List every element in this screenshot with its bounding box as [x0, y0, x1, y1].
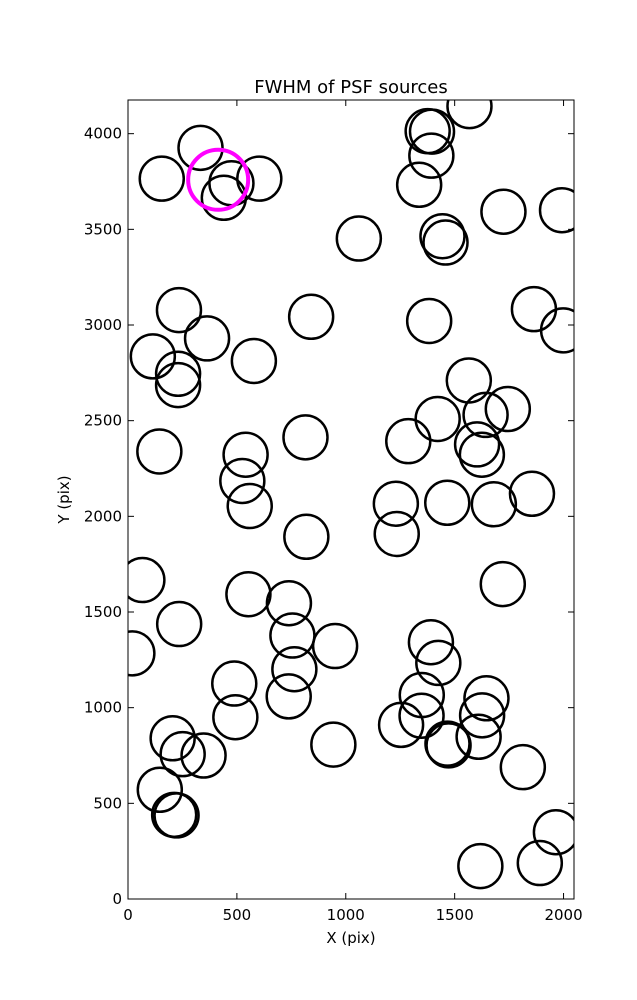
- source-circle: [499, 743, 547, 791]
- source-circle: [373, 510, 420, 558]
- source-circle: [219, 457, 266, 505]
- source-circle: [538, 186, 574, 234]
- source-circle: [479, 560, 527, 608]
- source-circle: [446, 100, 493, 130]
- y-tick-label: 3000: [84, 316, 122, 334]
- source-circle: [408, 108, 456, 155]
- x-tick-label: 2000: [544, 906, 582, 924]
- source-circle: [287, 293, 335, 341]
- x-tick-label: 500: [223, 906, 252, 924]
- source-circle: [159, 730, 206, 778]
- source-circle: [200, 174, 248, 222]
- source-circle: [236, 155, 283, 202]
- source-circle: [385, 417, 432, 465]
- source-circle: [149, 715, 196, 762]
- source-circle: [398, 671, 446, 719]
- source-circle: [335, 215, 383, 262]
- source-circle: [510, 285, 558, 333]
- source-circle: [408, 132, 455, 179]
- source-circle: [155, 600, 203, 648]
- source-circle: [154, 361, 202, 409]
- source-circle: [282, 414, 329, 461]
- x-tick-label: 1500: [436, 906, 474, 924]
- source-circle: [153, 792, 200, 839]
- source-circle: [230, 337, 278, 385]
- source-circle: [425, 722, 472, 769]
- source-circle: [180, 732, 227, 779]
- y-tick-label: 1500: [84, 603, 122, 621]
- source-circle: [463, 675, 510, 722]
- source-circle: [453, 421, 501, 468]
- source-circle: [484, 385, 532, 433]
- source-circle: [398, 692, 445, 739]
- y-tick-label: 4000: [84, 125, 122, 143]
- source-circle: [470, 481, 518, 528]
- source-circle: [419, 212, 466, 260]
- source-circle: [372, 480, 420, 527]
- source-circle: [445, 357, 493, 404]
- source-circle: [457, 842, 504, 890]
- y-axis-label: Y (pix): [55, 475, 73, 524]
- source-circle: [458, 431, 506, 478]
- source-circle: [283, 513, 330, 561]
- source-circle: [377, 701, 425, 749]
- source-circle: [508, 470, 556, 518]
- source-circle: [183, 315, 231, 362]
- y-tick-label: 3500: [84, 220, 122, 238]
- source-circle: [225, 570, 272, 618]
- source-circle: [212, 693, 259, 741]
- y-tick-label: 500: [93, 794, 122, 812]
- source-circle: [539, 307, 574, 354]
- source-circle: [458, 692, 506, 739]
- source-circle: [136, 766, 184, 813]
- source-circle: [310, 721, 357, 768]
- x-axis-label: X (pix): [326, 929, 375, 947]
- source-circle: [462, 391, 509, 439]
- source-circle: [271, 645, 318, 693]
- source-circle: [128, 556, 166, 604]
- y-tick-label: 0: [112, 890, 122, 908]
- source-circle: [211, 660, 258, 707]
- source-circle: [455, 713, 502, 761]
- source-circle: [222, 431, 269, 478]
- y-tick-label: 2500: [84, 412, 122, 430]
- source-circle: [414, 395, 461, 443]
- source-markers: [128, 100, 574, 890]
- source-circle: [265, 673, 312, 720]
- source-circle: [226, 482, 273, 530]
- x-tick-label: 0: [123, 906, 133, 924]
- source-circle: [405, 297, 453, 345]
- y-tick-label: 1000: [84, 699, 122, 717]
- x-tick-label: 1000: [327, 906, 365, 924]
- source-circle: [128, 630, 156, 677]
- source-circle: [480, 188, 527, 235]
- source-circle: [265, 579, 313, 627]
- highlight-circle: [186, 147, 251, 212]
- source-circle: [415, 639, 462, 687]
- source-circle: [424, 479, 471, 527]
- source-circle: [395, 161, 443, 209]
- source-circle: [311, 622, 359, 670]
- plot-frame: [127, 99, 575, 900]
- source-circle: [155, 286, 203, 334]
- source-circle: [516, 839, 564, 887]
- source-circle: [154, 350, 202, 398]
- source-circle: [177, 124, 224, 172]
- source-circle: [422, 219, 469, 266]
- source-circle: [407, 618, 455, 666]
- y-tick-label: 2000: [84, 507, 122, 525]
- source-circle: [129, 333, 177, 380]
- chart-title: FWHM of PSF sources: [254, 77, 448, 98]
- axis-ticks: 0 500 1000 1500 2000 0 500 1000 1500 2000 2500 3000…: [84, 100, 583, 924]
- source-circle: [532, 808, 574, 856]
- source-circle: [136, 428, 183, 475]
- source-circle: [138, 155, 186, 202]
